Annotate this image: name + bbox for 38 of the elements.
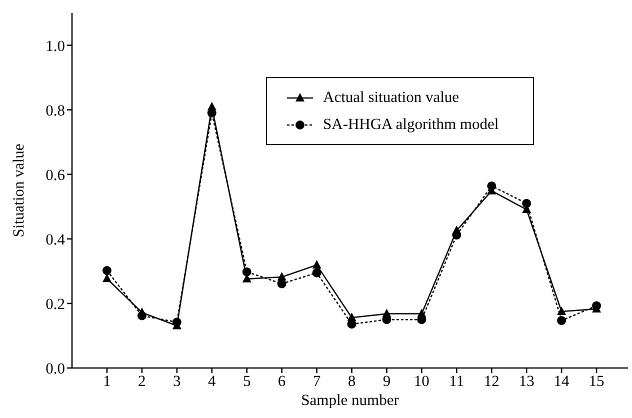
x-tick-label: 12 (484, 373, 500, 390)
x-tick-label: 1 (103, 373, 111, 390)
point (592, 301, 602, 310)
legend-label: Actual situation value (323, 88, 460, 106)
x-tick-label: 13 (518, 373, 535, 390)
x-tick-label: 5 (242, 373, 251, 390)
x-tick-label: 9 (382, 373, 391, 390)
x-tick-label: 3 (173, 373, 182, 390)
point (102, 266, 112, 276)
y-tick-label: 0.8 (46, 102, 66, 120)
point (312, 268, 322, 278)
x-tick-label: 10 (414, 373, 430, 390)
point (557, 316, 566, 326)
x-tick-label: 2 (138, 373, 146, 390)
y-tick-label: 1.0 (46, 38, 66, 55)
y-axis-title: Situation value (10, 144, 28, 238)
point (312, 260, 322, 269)
point (242, 267, 252, 276)
point (102, 274, 112, 282)
x-tick-label: 15 (588, 373, 605, 390)
y-tick-label: 0.4 (46, 231, 66, 248)
x-tick-label: 7 (312, 373, 321, 390)
x-tick-label: 14 (554, 373, 570, 390)
y-tick-label: 0.6 (46, 166, 66, 184)
x-tick-label: 6 (278, 373, 286, 390)
x-tick-label: 11 (449, 373, 464, 390)
x-axis-title: Sample number (301, 392, 400, 409)
point (452, 230, 462, 240)
y-tick-label: 0.2 (46, 296, 65, 313)
x-tick-label: 4 (208, 373, 216, 390)
y-tick-label: 0.0 (46, 360, 66, 378)
point (487, 181, 496, 190)
x-tick-label: 8 (348, 373, 356, 390)
point (557, 306, 566, 316)
point (137, 311, 146, 320)
legend-label: SA-HHGA algorithm model (323, 116, 499, 134)
point (172, 318, 182, 327)
point (522, 198, 532, 208)
